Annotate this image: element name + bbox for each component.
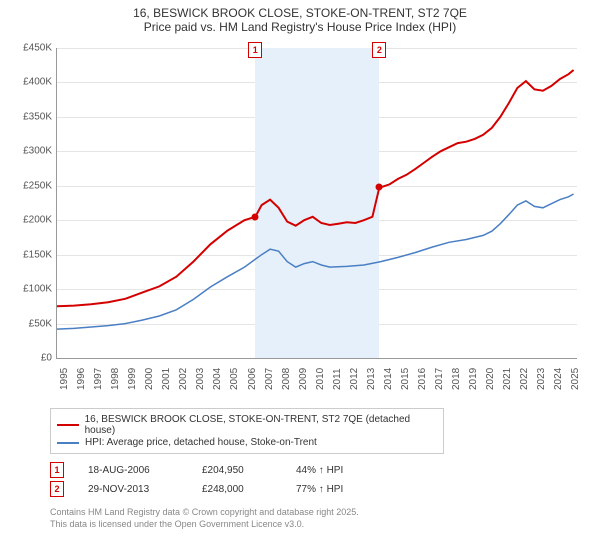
legend-label: HPI: Average price, detached house, Stok…	[85, 437, 317, 448]
x-tick-label: 2024	[553, 368, 564, 390]
transaction-vs-hpi: 77% ↑ HPI	[296, 484, 376, 495]
x-tick-label: 2023	[536, 368, 547, 390]
x-tick-label: 2000	[144, 368, 155, 390]
line-svg	[57, 48, 577, 358]
x-tick-label: 2020	[485, 368, 496, 390]
x-tick-label: 2012	[349, 368, 360, 390]
transaction-price: £204,950	[202, 465, 272, 476]
title-line-1: 16, BESWICK BROOK CLOSE, STOKE-ON-TRENT,…	[4, 6, 596, 20]
x-tick-label: 2006	[247, 368, 258, 390]
y-tick-label: £100K	[8, 284, 52, 295]
y-tick-label: £300K	[8, 146, 52, 157]
title-block: 16, BESWICK BROOK CLOSE, STOKE-ON-TRENT,…	[0, 0, 600, 36]
y-tick-label: £350K	[8, 111, 52, 122]
transaction-index-box: 1	[50, 462, 64, 478]
x-tick-label: 2011	[332, 368, 343, 390]
transaction-index-box: 2	[50, 481, 64, 497]
title-line-2: Price paid vs. HM Land Registry's House …	[4, 20, 596, 34]
y-tick-label: £0	[8, 353, 52, 364]
x-tick-label: 1998	[110, 368, 121, 390]
x-tick-label: 2018	[451, 368, 462, 390]
x-tick-label: 2017	[434, 368, 445, 390]
x-tick-label: 1999	[127, 368, 138, 390]
y-tick-label: £150K	[8, 249, 52, 260]
footer-attribution: Contains HM Land Registry data © Crown c…	[50, 507, 590, 530]
y-tick-label: £450K	[8, 43, 52, 54]
transaction-row: 1 18-AUG-2006 £204,950 44% ↑ HPI	[50, 462, 590, 478]
legend-swatch	[57, 424, 79, 426]
x-tick-label: 2016	[417, 368, 428, 390]
transaction-price: £248,000	[202, 484, 272, 495]
transaction-vs-hpi: 44% ↑ HPI	[296, 465, 376, 476]
chart-area: 12 £0£50K£100K£150K£200K£250K£300K£350K£…	[8, 40, 588, 400]
x-tick-label: 2013	[366, 368, 377, 390]
x-tick-label: 2015	[400, 368, 411, 390]
legend-item: 16, BESWICK BROOK CLOSE, STOKE-ON-TRENT,…	[57, 414, 437, 436]
x-tick-label: 2008	[281, 368, 292, 390]
series-hpi	[57, 194, 574, 329]
x-tick-label: 2010	[315, 368, 326, 390]
x-tick-label: 1996	[76, 368, 87, 390]
chart-container: 16, BESWICK BROOK CLOSE, STOKE-ON-TRENT,…	[0, 0, 600, 530]
transaction-date: 29-NOV-2013	[88, 484, 178, 495]
x-tick-label: 2003	[195, 368, 206, 390]
x-tick-label: 2004	[212, 368, 223, 390]
x-tick-label: 2022	[519, 368, 530, 390]
legend-swatch	[57, 442, 79, 444]
legend-label: 16, BESWICK BROOK CLOSE, STOKE-ON-TRENT,…	[85, 414, 437, 436]
plot-region: 12	[56, 48, 577, 359]
txn-marker-label: 2	[372, 42, 386, 58]
transaction-row: 2 29-NOV-2013 £248,000 77% ↑ HPI	[50, 481, 590, 497]
legend-item: HPI: Average price, detached house, Stok…	[57, 437, 437, 448]
series-property	[57, 70, 574, 306]
y-tick-label: £200K	[8, 215, 52, 226]
x-tick-label: 2019	[468, 368, 479, 390]
footer-line-2: This data is licensed under the Open Gov…	[50, 519, 590, 531]
y-tick-label: £400K	[8, 77, 52, 88]
x-tick-label: 2014	[383, 368, 394, 390]
y-tick-label: £50K	[8, 318, 52, 329]
x-tick-label: 2009	[298, 368, 309, 390]
x-tick-label: 2021	[502, 368, 513, 390]
txn-marker-dot	[252, 213, 259, 220]
txn-marker-label: 1	[248, 42, 262, 58]
transaction-date: 18-AUG-2006	[88, 465, 178, 476]
x-tick-label: 2025	[570, 368, 581, 390]
x-tick-label: 2005	[229, 368, 240, 390]
transaction-table: 1 18-AUG-2006 £204,950 44% ↑ HPI 2 29-NOV-201…	[50, 462, 590, 497]
x-tick-label: 2007	[264, 368, 275, 390]
txn-marker-dot	[376, 184, 383, 191]
x-tick-label: 2001	[161, 368, 172, 390]
y-tick-label: £250K	[8, 180, 52, 191]
x-tick-label: 1997	[93, 368, 104, 390]
legend-box: 16, BESWICK BROOK CLOSE, STOKE-ON-TRENT,…	[50, 408, 444, 454]
footer-line-1: Contains HM Land Registry data © Crown c…	[50, 507, 590, 519]
x-tick-label: 1995	[59, 368, 70, 390]
x-tick-label: 2002	[178, 368, 189, 390]
